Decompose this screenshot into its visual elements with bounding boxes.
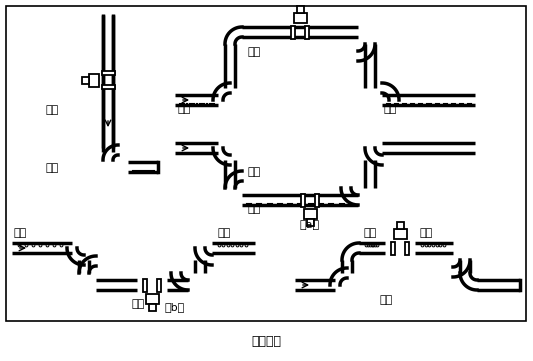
Bar: [6, 6, 526, 321]
Text: 正确: 正确: [132, 299, 146, 309]
Bar: [394, 229, 407, 239]
Bar: [89, 74, 99, 87]
Bar: [315, 194, 319, 207]
Bar: [102, 71, 115, 75]
Bar: [149, 304, 156, 311]
Text: 气泡: 气泡: [217, 228, 230, 238]
Text: 气泡: 气泡: [364, 228, 377, 238]
Text: （a）: （a）: [300, 220, 320, 230]
Bar: [301, 194, 305, 207]
Text: 图（四）: 图（四）: [251, 335, 281, 348]
Bar: [304, 209, 317, 219]
Bar: [294, 13, 307, 23]
Text: 正确: 正确: [45, 105, 58, 115]
Text: 液体: 液体: [45, 163, 58, 173]
Text: 正确: 正确: [248, 47, 261, 57]
Bar: [397, 222, 404, 229]
Bar: [391, 242, 395, 255]
Bar: [82, 77, 89, 84]
Bar: [297, 6, 304, 13]
Bar: [102, 85, 115, 89]
Bar: [307, 219, 314, 226]
Text: 液体: 液体: [384, 104, 397, 114]
Text: 气泡: 气泡: [420, 228, 433, 238]
Text: （b）: （b）: [165, 302, 185, 312]
Bar: [146, 294, 159, 304]
Text: 错误: 错误: [248, 167, 261, 177]
Bar: [291, 26, 295, 39]
Text: 错误: 错误: [380, 295, 393, 305]
Text: 气泡: 气泡: [14, 228, 27, 238]
Text: 液体: 液体: [247, 204, 260, 214]
Bar: [157, 279, 161, 292]
Bar: [143, 279, 147, 292]
Bar: [305, 26, 309, 39]
Text: 液体: 液体: [177, 104, 190, 114]
Bar: [405, 242, 409, 255]
